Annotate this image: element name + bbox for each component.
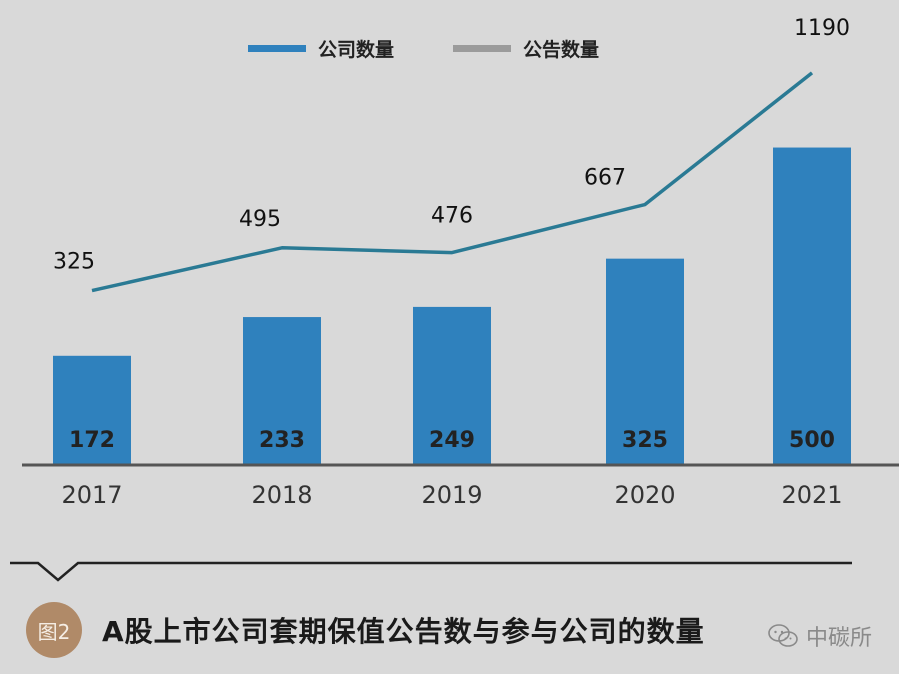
bar-2018 <box>243 317 321 465</box>
line-label-2020: 667 <box>584 166 626 191</box>
figure-badge: 图2 <box>26 602 82 658</box>
caption-divider <box>10 561 852 582</box>
wechat-icon <box>768 624 798 647</box>
chart: 公司数量 公告数量 172 233 249 325 500 2017 2018 2019 202… <box>10 16 899 582</box>
line-announcements <box>91 71 814 293</box>
watermark: 中碳所 <box>768 620 872 652</box>
bar-series <box>53 147 851 466</box>
line-data-labels: 325 495 476 667 1190 <box>53 16 850 275</box>
legend-label-1: 公告数量 <box>523 38 599 61</box>
legend-swatch-0 <box>248 45 306 52</box>
line-label-2021: 1190 <box>794 16 850 41</box>
bar-2019 <box>413 306 491 465</box>
x-tick-2020: 2020 <box>614 481 675 509</box>
x-axis-ticks: 2017 2018 2019 2020 2021 <box>61 481 842 509</box>
bar-data-labels: 172 233 249 325 500 <box>69 428 835 453</box>
bar-label-2021: 500 <box>789 428 835 453</box>
legend-swatch-1 <box>453 45 511 52</box>
bar-label-2017: 172 <box>69 428 115 453</box>
line-series <box>91 71 814 293</box>
chart-legend: 公司数量 公告数量 <box>248 38 599 61</box>
bar-2021 <box>773 147 851 466</box>
legend-label-0: 公司数量 <box>318 38 394 61</box>
line-label-2019: 476 <box>431 204 473 229</box>
watermark-text: 中碳所 <box>806 626 873 651</box>
x-tick-2021: 2021 <box>781 481 842 509</box>
bar-label-2018: 233 <box>259 428 305 453</box>
bar-2020 <box>606 258 684 465</box>
line-label-2018: 495 <box>239 207 281 232</box>
bar-label-2019: 249 <box>429 428 475 453</box>
x-tick-2017: 2017 <box>61 481 122 509</box>
line-label-2017: 325 <box>53 250 95 275</box>
x-tick-2018: 2018 <box>251 481 312 509</box>
figure-caption: 图2 A股上市公司套期保值公告数与参与公司的数量 <box>26 600 705 660</box>
bar-2017 <box>53 355 131 465</box>
figure-title: A股上市公司套期保值公告数与参与公司的数量 <box>102 615 705 648</box>
bar-label-2020: 325 <box>622 428 668 453</box>
x-tick-2019: 2019 <box>421 481 482 509</box>
